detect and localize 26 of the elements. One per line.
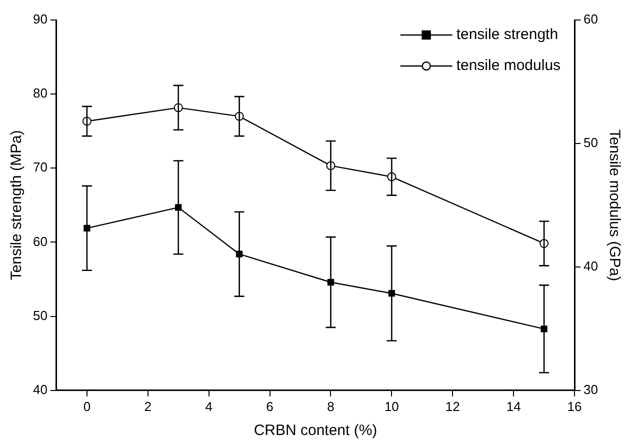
y-tick-label: 40 xyxy=(32,382,48,397)
y-tick-label: 90 xyxy=(32,12,48,27)
y2-tick-label: 50 xyxy=(584,135,598,150)
y2-tick-label: 30 xyxy=(584,382,598,397)
y-tick-label: 70 xyxy=(32,160,48,175)
y2-axis-title: Tensile modulus (GPa) xyxy=(606,129,623,282)
legend-label: tensile strength xyxy=(456,26,558,44)
y-tick-label: 60 xyxy=(32,234,48,249)
point xyxy=(84,224,90,232)
y-tick-label: 50 xyxy=(32,308,48,323)
x-tick-label: 16 xyxy=(567,398,582,414)
x-tick-label: 0 xyxy=(83,398,91,414)
legend-label: tensile modulus xyxy=(456,57,561,74)
x-tick-label: 12 xyxy=(445,398,460,414)
x-tick-label: 10 xyxy=(384,398,399,414)
x-tick-label: 2 xyxy=(144,398,152,414)
x-tick-label: 14 xyxy=(506,398,521,414)
y2-tick-label: 40 xyxy=(584,258,598,274)
y-tick-label: 80 xyxy=(32,86,48,101)
x-tick-label: 8 xyxy=(327,398,334,414)
x-axis-title: CRBN content (%) xyxy=(254,422,378,440)
point xyxy=(540,326,548,332)
x-tick-label: 6 xyxy=(266,398,274,414)
x-tick-label: 4 xyxy=(205,398,212,414)
y-axis-title: Tensile strength (MPa) xyxy=(8,130,26,280)
y2-tick-label: 60 xyxy=(584,12,598,27)
